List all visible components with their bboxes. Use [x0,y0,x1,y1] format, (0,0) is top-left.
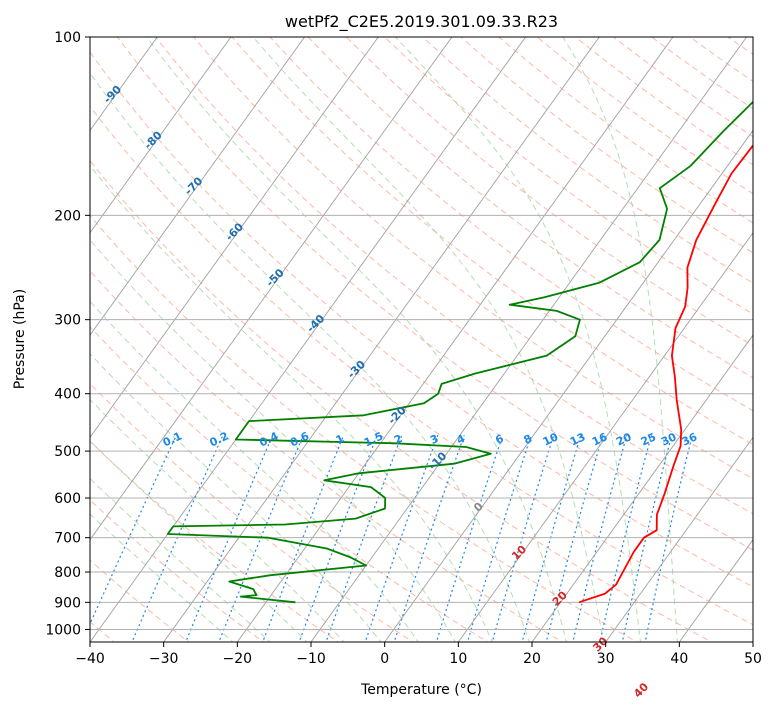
isotherm--60 [90,37,379,439]
x-tick-label-6: 20 [523,651,541,667]
mixing-ratio-line-0 [90,434,177,626]
x-tick-label-3: −10 [296,651,326,667]
y-tick-label-9: 1000 [45,622,81,638]
dry-adiabat-50 [90,105,753,626]
y-tick-label-8: 900 [54,595,81,611]
isotherm-10 [457,231,753,642]
isotherm--20 [236,37,674,642]
mixing-ratio-line-7 [364,434,439,642]
mixing-ratio-line-14 [572,435,628,642]
isotherm--80 [90,37,232,234]
y-tick-label-4: 500 [54,444,81,460]
mixing-ratio-label-16: 30 [659,430,679,448]
dry-adiabat-40 [90,160,713,642]
mixing-ratio-line-1 [131,434,224,642]
dry-adiabat-20 [90,270,564,642]
dry-adiabat-140 [383,37,753,315]
y-tick-label-0: 100 [54,30,81,46]
mixing-ratio-line-17 [644,435,693,642]
profile-series [166,100,753,604]
mixing-ratio-label-13: 16 [590,430,610,448]
y-tick-label-5: 600 [54,491,81,507]
mixing-ratio-line-16 [621,435,673,642]
x-axis-label: Temperature (°C) [360,682,482,698]
mixing-ratio-label-14: 20 [614,430,634,448]
dry-adiabats [90,37,753,642]
dry-adiabat-30 [90,214,639,642]
isotherm-30 [605,436,753,642]
x-tick-label-5: 10 [449,651,467,667]
mixing-ratio-label-15: 25 [639,430,658,448]
y-axis-label: Pressure (hPa) [12,289,28,389]
mixing-ratio-line-6 [325,434,403,642]
dewpoint-line [166,100,753,604]
dry-adiabat-150 [421,37,753,284]
dry-adiabat-110 [269,37,753,412]
mixing-ratio-line-15 [599,435,652,642]
x-tick-label-0: −40 [75,651,105,667]
y-tick-label-6: 700 [54,531,81,547]
temperature-line [578,143,753,604]
x-tick-label-4: 0 [380,651,389,667]
mixing-ratio-label-11: 10 [541,430,561,448]
mixing-ratio-line-4 [262,434,345,642]
dry-adiabat-100 [231,37,753,445]
mixing-ratio-line-13 [545,435,604,642]
dry-adiabat-60 [90,51,753,588]
chart-title: wetPf2_C2E5.2019.301.09.33.R23 [285,12,558,32]
isotherm--50 [90,37,453,541]
isotherms [90,37,753,642]
y-axis-ticks: 100 200 300 400 500 600 700 800 900 1000 [45,30,90,638]
isotherm--30 [163,37,600,642]
y-tick-label-7: 800 [54,565,81,581]
dry-adiabat--20 [90,499,265,642]
x-tick-label-7: 30 [597,651,615,667]
dry-adiabat--10 [90,440,340,642]
mixing-ratio-line-11 [491,435,555,642]
mixing-ratio-label-17: 36 [680,430,700,448]
mixing-ratio-line-5 [298,434,378,642]
x-tick-label-9: 50 [744,651,762,667]
mixing-ratio-line-2 [185,434,274,642]
plot-frame [89,36,754,643]
isotherm-0 [384,129,753,642]
mixing-ratio-line-10 [466,435,532,642]
x-axis-ticks: −40 −30 −20 −10 0 10 20 30 40 50 [75,642,762,667]
mixing-ratio-line-9 [435,435,504,642]
mixing-ratio-line-3 [218,434,304,642]
isotherm--10 [310,37,748,642]
isotherm--70 [90,37,306,336]
y-tick-label-3: 400 [54,387,81,403]
isotherm--90 [90,37,158,132]
pressure-gridlines [90,37,753,630]
moist-adiabat-15 [90,164,493,642]
y-tick-label-2: 300 [54,313,81,329]
isotherm--40 [90,37,527,642]
mixing-ratio-label-12: 13 [568,430,587,448]
x-tick-label-1: −30 [149,651,179,667]
y-tick-label-1: 200 [54,208,81,224]
mixing-ratio-line-12 [521,435,582,642]
isotherm-20 [531,334,753,642]
x-tick-label-8: 40 [670,651,688,667]
x-tick-label-2: −20 [223,651,253,667]
